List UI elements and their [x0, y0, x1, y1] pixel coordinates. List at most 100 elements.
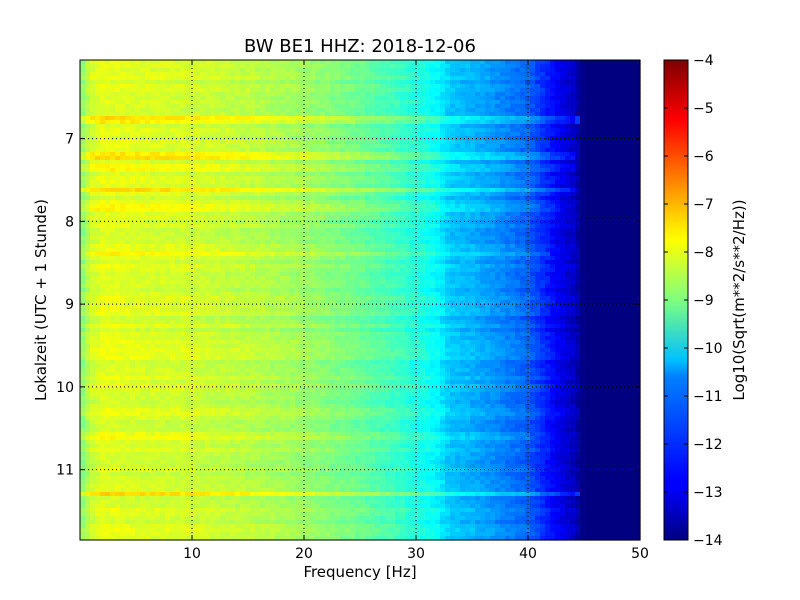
heatmap-cell [175, 216, 181, 221]
heatmap-cell [515, 104, 521, 109]
heatmap-cell [580, 136, 586, 141]
heatmap-cell [395, 204, 401, 209]
heatmap-cell [615, 172, 621, 177]
heatmap-cell [290, 220, 296, 225]
heatmap-cell [280, 120, 286, 125]
heatmap-cell [565, 184, 571, 189]
heatmap-cell [600, 92, 606, 97]
heatmap-cell [585, 228, 591, 233]
heatmap-cell [570, 132, 576, 137]
heatmap-cell [130, 104, 136, 109]
heatmap-cell [110, 116, 116, 121]
heatmap-cell [290, 64, 296, 69]
heatmap-cell [475, 184, 481, 189]
heatmap-cell [85, 140, 91, 145]
heatmap-cell [595, 88, 601, 93]
heatmap-cell [255, 188, 261, 193]
heatmap-cell [565, 64, 571, 69]
heatmap-cell [530, 204, 536, 209]
heatmap-cell [430, 156, 436, 161]
heatmap-cell [405, 152, 411, 157]
heatmap-cell [295, 148, 301, 153]
heatmap-cell [385, 68, 391, 73]
heatmap-cell [585, 64, 591, 69]
heatmap-cell [305, 208, 311, 213]
heatmap-cell [275, 88, 281, 93]
heatmap-cell [290, 224, 296, 229]
heatmap-cell [100, 220, 106, 225]
heatmap-cell [100, 132, 106, 137]
heatmap-cell [485, 184, 491, 189]
heatmap-cell [380, 184, 386, 189]
heatmap-cell [90, 168, 96, 173]
heatmap-cell [630, 116, 636, 121]
heatmap-cell [105, 188, 111, 193]
heatmap-cell [520, 76, 526, 81]
heatmap-cell [130, 228, 136, 233]
heatmap-cell [545, 184, 551, 189]
heatmap-cell [420, 148, 426, 153]
heatmap-cell [315, 208, 321, 213]
heatmap-cell [115, 132, 121, 137]
heatmap-cell [400, 164, 406, 169]
heatmap-cell [405, 212, 411, 217]
heatmap-cell [465, 208, 471, 213]
heatmap-cell [185, 188, 191, 193]
heatmap-cell [320, 196, 326, 201]
heatmap-cell [435, 120, 441, 125]
heatmap-cell [100, 60, 106, 65]
heatmap-cell [545, 68, 551, 73]
heatmap-cell [115, 164, 121, 169]
heatmap-cell [295, 220, 301, 225]
heatmap-cell [85, 200, 91, 205]
heatmap-cell [275, 108, 281, 113]
heatmap-cell [570, 180, 576, 185]
heatmap-cell [90, 200, 96, 205]
heatmap-cell [375, 224, 381, 229]
heatmap-cell [565, 96, 571, 101]
heatmap-cell [485, 212, 491, 217]
heatmap-cell [320, 68, 326, 73]
heatmap-cell [510, 188, 516, 193]
heatmap-cell [570, 96, 576, 101]
heatmap-cell [420, 76, 426, 81]
heatmap-cell [500, 164, 506, 169]
heatmap-cell [485, 164, 491, 169]
heatmap-cell [460, 180, 466, 185]
heatmap-cell [210, 132, 216, 137]
heatmap-cell [625, 132, 631, 137]
heatmap-cell [125, 60, 131, 65]
heatmap-cell [245, 156, 251, 161]
heatmap-cell [90, 124, 96, 129]
heatmap-cell [430, 192, 436, 197]
heatmap-cell [605, 164, 611, 169]
heatmap-cell [490, 108, 496, 113]
heatmap-cell [310, 144, 316, 149]
heatmap-cell [490, 232, 496, 237]
heatmap-cell [450, 168, 456, 173]
heatmap-cell [600, 152, 606, 157]
heatmap-cell [480, 232, 486, 237]
heatmap-cell [530, 144, 536, 149]
heatmap-cell [520, 132, 526, 137]
heatmap-cell [420, 128, 426, 133]
heatmap-cell [450, 108, 456, 113]
heatmap-cell [515, 200, 521, 205]
heatmap-cell [140, 200, 146, 205]
heatmap-cell [165, 184, 171, 189]
heatmap-cell [445, 196, 451, 201]
heatmap-cell [420, 80, 426, 85]
heatmap-cell [555, 192, 561, 197]
heatmap-cell [400, 112, 406, 117]
heatmap-cell [630, 128, 636, 133]
heatmap-cell [235, 236, 241, 241]
heatmap-cell [465, 160, 471, 165]
heatmap-cell [215, 172, 221, 177]
heatmap-cell [415, 196, 421, 201]
heatmap-cell [360, 104, 366, 109]
heatmap-cell [160, 100, 166, 105]
heatmap-cell [505, 116, 511, 121]
heatmap-cell [100, 64, 106, 69]
heatmap-cell [360, 232, 366, 237]
heatmap-cell [270, 172, 276, 177]
